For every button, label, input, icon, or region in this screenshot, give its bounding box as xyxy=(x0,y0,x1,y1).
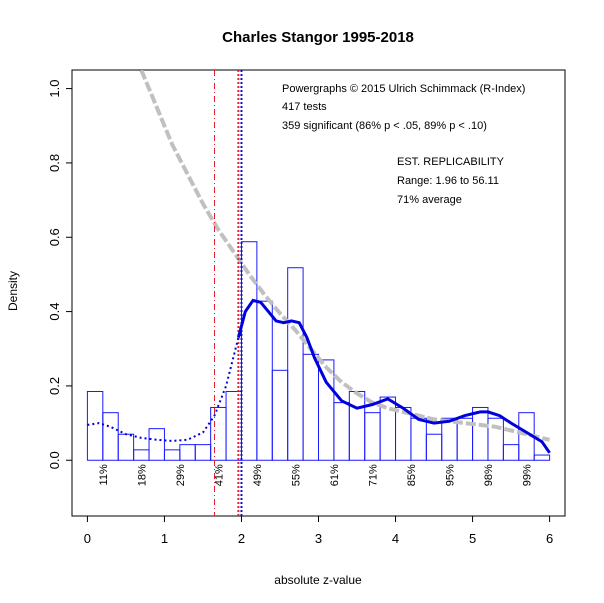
histogram-bar xyxy=(225,390,242,461)
annotation-line-1: Powergraphs © 2015 Ulrich Schimmack (R-I… xyxy=(282,83,525,95)
x-tick-label: 6 xyxy=(546,531,553,546)
power-label: 99% xyxy=(521,464,533,486)
histogram-bar xyxy=(502,444,520,461)
histogram-bar xyxy=(395,406,412,461)
y-tick-label: 0.6 xyxy=(47,228,62,246)
histogram-bar xyxy=(333,402,350,461)
histogram-bar xyxy=(441,417,458,461)
plot-area: 0 1 2 3 4 5 6 0.0 0.2 0.4 0.6 0.8 1.0 11% 18% 29% 41% 49%… xyxy=(47,69,566,546)
fitted-density-significant xyxy=(236,298,551,454)
annotation-line-4: EST. REPLICABILITY xyxy=(397,156,505,168)
histogram-bar xyxy=(148,428,165,461)
chart-title: Charles Stangor 1995-2018 xyxy=(222,29,414,46)
histogram-bar xyxy=(364,412,381,461)
histogram-bar xyxy=(133,449,150,461)
power-label: 71% xyxy=(367,464,379,486)
y-tick-label: 1.0 xyxy=(47,80,62,98)
power-label: 61% xyxy=(329,464,341,486)
histogram-bar xyxy=(179,444,196,461)
power-label: 49% xyxy=(252,464,264,486)
histogram-bar xyxy=(287,267,304,461)
histogram-bar xyxy=(348,390,366,461)
y-tick-label: 0.0 xyxy=(47,451,62,469)
y-tick-label: 0.2 xyxy=(47,377,62,395)
histogram-bar xyxy=(163,449,181,461)
histogram-bar xyxy=(318,359,335,461)
power-label: 85% xyxy=(406,464,418,486)
histogram-bar xyxy=(210,406,227,461)
histogram-bar xyxy=(240,241,258,461)
histogram-bar xyxy=(256,300,273,461)
x-tick-label: 3 xyxy=(315,531,322,546)
power-label: 98% xyxy=(483,464,495,486)
y-tick-label: 0.4 xyxy=(47,303,62,321)
power-label: 11% xyxy=(98,464,110,485)
histogram-bar xyxy=(102,412,119,461)
power-label: 29% xyxy=(175,464,187,486)
x-tick-label: 2 xyxy=(238,531,245,546)
y-tick-label: 0.8 xyxy=(47,154,62,172)
annotation-line-2: 417 tests xyxy=(282,101,327,113)
annotation-line-6: 71% average xyxy=(397,194,462,206)
x-axis-label: absolute z-value xyxy=(274,573,362,587)
histogram-bar xyxy=(410,417,427,461)
x-tick-label: 5 xyxy=(469,531,476,546)
power-label: 18% xyxy=(136,464,148,486)
histogram-bar xyxy=(425,433,443,461)
annotation-line-5: Range: 1.96 to 56.11 xyxy=(397,175,499,187)
fitted-density-nonsignificant xyxy=(87,337,240,442)
power-label: 95% xyxy=(444,464,456,486)
power-label: 55% xyxy=(290,464,302,486)
histogram-bar xyxy=(117,433,135,461)
y-axis-label: Density xyxy=(6,271,20,311)
x-tick-label: 4 xyxy=(392,531,399,546)
histogram-bar xyxy=(194,444,212,461)
histogram-bar xyxy=(487,417,504,461)
histogram-bar xyxy=(86,390,104,461)
histogram-bar xyxy=(472,406,489,461)
expected-density-curve xyxy=(139,70,551,442)
annotation-line-3: 359 significant (86% p < .05, 89% p < .1… xyxy=(282,120,487,132)
histogram-bar xyxy=(533,454,551,461)
x-tick-label: 1 xyxy=(161,531,168,546)
histogram-bar xyxy=(302,353,319,461)
x-tick-label: 0 xyxy=(84,531,91,546)
power-label: 41% xyxy=(213,464,225,486)
histogram-bar xyxy=(271,369,289,461)
